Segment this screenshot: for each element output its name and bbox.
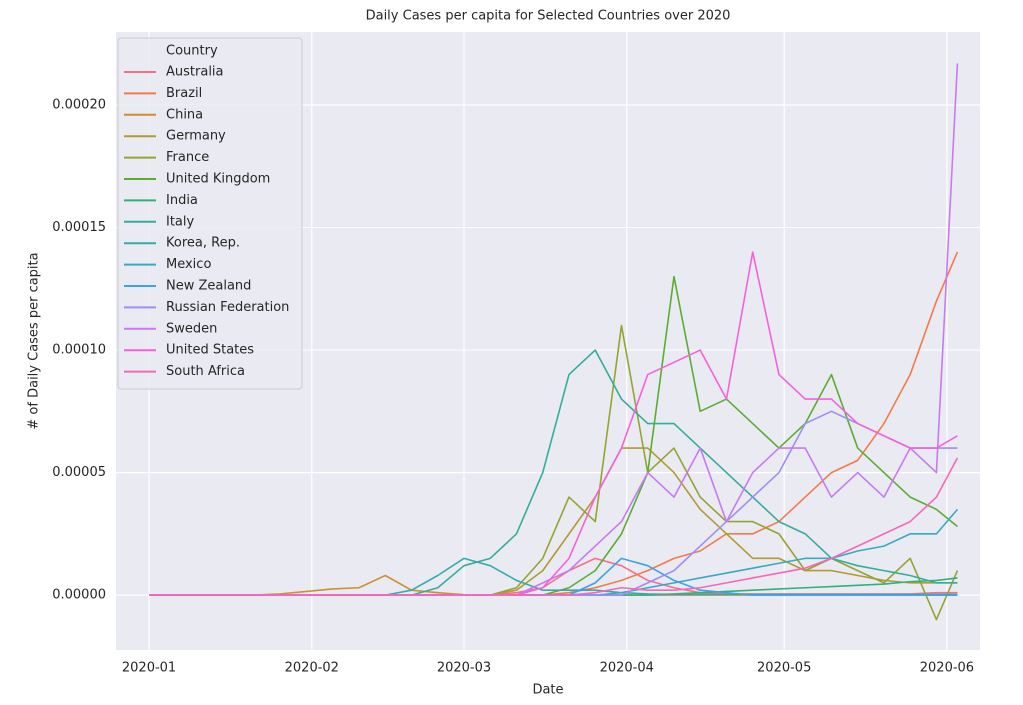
y-tick-label: 0.00005: [52, 465, 106, 480]
legend-title: Country: [166, 44, 218, 59]
x-tick-label: 2020-04: [600, 661, 654, 676]
y-tick-label: 0.00010: [52, 343, 106, 358]
x-axis-label: Date: [532, 683, 563, 698]
legend-label: Sweden: [166, 321, 217, 336]
legend-box: [117, 37, 303, 390]
x-tick-label: 2020-01: [122, 661, 176, 676]
legend-label: New Zealand: [166, 279, 251, 294]
legend-label: Korea, Rep.: [166, 236, 240, 251]
legend-label: Russian Federation: [166, 300, 289, 315]
legend-label: Australia: [166, 65, 224, 80]
x-tick-label: 2020-03: [437, 661, 491, 676]
series-line: [149, 457, 959, 596]
x-tick-label: 2020-02: [285, 661, 339, 676]
legend-label: Mexico: [166, 257, 211, 272]
y-tick-label: 0.00020: [52, 98, 106, 113]
legend-label: United States: [166, 343, 254, 358]
y-axis-label: # of Daily Cases per capita: [27, 252, 42, 429]
chart-title: Daily Cases per capita for Selected Coun…: [366, 9, 731, 24]
legend-label: South Africa: [166, 364, 245, 379]
legend-label: Germany: [166, 129, 226, 144]
legend-label: France: [166, 150, 209, 165]
x-tick-label: 2020-06: [920, 661, 974, 676]
legend-label: China: [166, 107, 203, 122]
y-tick-label: 0.00000: [52, 588, 106, 603]
legend-label: Italy: [166, 214, 195, 229]
y-tick-label: 0.00015: [52, 220, 106, 235]
x-tick-label: 2020-05: [757, 661, 811, 676]
legend-label: United Kingdom: [166, 172, 270, 187]
legend-label: Brazil: [166, 86, 202, 101]
legend-label: India: [166, 193, 198, 208]
